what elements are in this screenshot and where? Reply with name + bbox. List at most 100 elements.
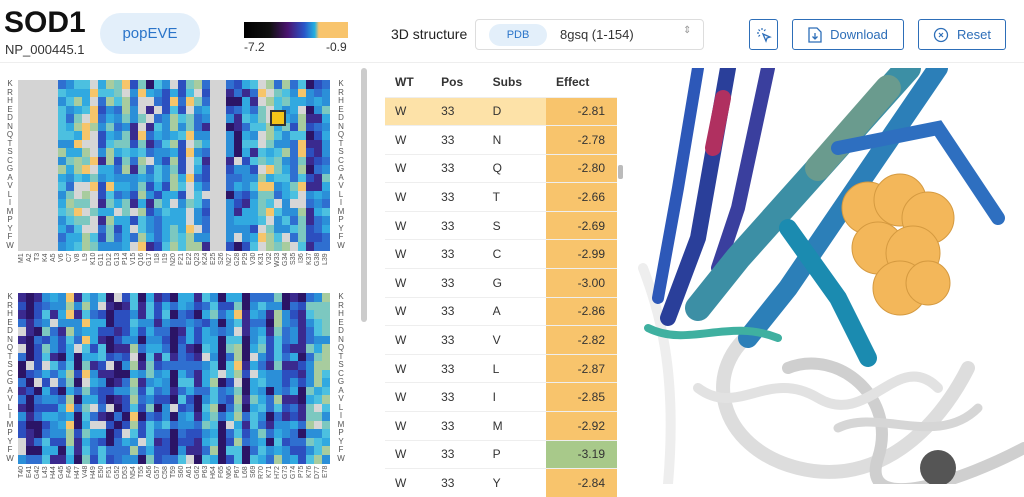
heatmap-cell[interactable]	[218, 122, 226, 132]
heatmap-cell[interactable]	[178, 318, 186, 328]
heatmap-cell[interactable]	[26, 412, 34, 421]
heatmap-cell[interactable]	[154, 233, 162, 242]
heatmap-cell[interactable]	[58, 105, 66, 115]
heatmap-cell[interactable]	[42, 182, 50, 191]
heatmap-cell[interactable]	[50, 293, 58, 302]
heatmap-cell[interactable]	[66, 114, 74, 123]
col-effect[interactable]: Effect	[556, 75, 590, 90]
heatmap-cell[interactable]	[274, 386, 282, 396]
heatmap-cell[interactable]	[290, 165, 298, 174]
heatmap-cell[interactable]	[98, 327, 106, 336]
heatmap-cell[interactable]	[138, 420, 146, 430]
heatmap-cell[interactable]	[82, 207, 90, 217]
heatmap-cell[interactable]	[290, 378, 298, 387]
heatmap-cell[interactable]	[218, 318, 226, 328]
heatmap-cell[interactable]	[298, 165, 306, 174]
heatmap-cell[interactable]	[58, 395, 66, 404]
heatmap-cell[interactable]	[226, 156, 234, 166]
heatmap-cell[interactable]	[74, 122, 82, 132]
heatmap-cell[interactable]	[18, 420, 26, 430]
heatmap-cell[interactable]	[322, 318, 330, 328]
heatmap-cell[interactable]	[26, 199, 34, 208]
heatmap-cell[interactable]	[210, 148, 218, 157]
heatmap-cell[interactable]	[18, 301, 26, 311]
heatmap-cell[interactable]	[74, 327, 82, 336]
heatmap-cell[interactable]	[274, 327, 282, 336]
heatmap-cell[interactable]	[66, 327, 74, 336]
heatmap-cell[interactable]	[130, 386, 138, 396]
heatmap-cell[interactable]	[26, 207, 34, 217]
heatmap-cell[interactable]	[226, 114, 234, 123]
heatmap-cell[interactable]	[202, 216, 210, 225]
heatmap-cell[interactable]	[106, 199, 114, 208]
heatmap-cell[interactable]	[290, 224, 298, 234]
heatmap-cell[interactable]	[226, 148, 234, 157]
heatmap-cell[interactable]	[298, 199, 306, 208]
heatmap-cell[interactable]	[34, 293, 42, 302]
heatmap-cell[interactable]	[170, 454, 178, 464]
heatmap-cell[interactable]	[202, 395, 210, 404]
heatmap-cell[interactable]	[106, 352, 114, 362]
heatmap-cell[interactable]	[266, 114, 274, 123]
heatmap-cell[interactable]	[106, 233, 114, 242]
heatmap-cell[interactable]	[218, 395, 226, 404]
heatmap-cell[interactable]	[202, 403, 210, 413]
heatmap-cell[interactable]	[74, 199, 82, 208]
heatmap-cell[interactable]	[106, 114, 114, 123]
heatmap-cell[interactable]	[258, 378, 266, 387]
heatmap-cell[interactable]	[210, 386, 218, 396]
heatmap-cell[interactable]	[218, 233, 226, 242]
heatmap-cell[interactable]	[290, 131, 298, 140]
heatmap-cell[interactable]	[34, 420, 42, 430]
heatmap-cell[interactable]	[306, 199, 314, 208]
heatmap-cell[interactable]	[258, 412, 266, 421]
heatmap-cell[interactable]	[98, 114, 106, 123]
model-badge[interactable]: popEVE	[100, 13, 200, 54]
heatmap-cell[interactable]	[322, 105, 330, 115]
heatmap-cell[interactable]	[154, 344, 162, 353]
heatmap-cell[interactable]	[234, 361, 242, 370]
heatmap-cell[interactable]	[242, 88, 250, 98]
heatmap-cell[interactable]	[90, 327, 98, 336]
heatmap-cell[interactable]	[18, 80, 26, 89]
heatmap-cell[interactable]	[202, 344, 210, 353]
heatmap-cell[interactable]	[66, 352, 74, 362]
heatmap-cell[interactable]	[170, 386, 178, 396]
heatmap-cell[interactable]	[306, 352, 314, 362]
heatmap-cell[interactable]	[242, 301, 250, 311]
heatmap-cell[interactable]	[34, 233, 42, 242]
heatmap-cell[interactable]	[26, 241, 34, 251]
heatmap-cell[interactable]	[282, 395, 290, 404]
heatmap-cell[interactable]	[58, 378, 66, 387]
heatmap-cell[interactable]	[290, 190, 298, 200]
heatmap-cell[interactable]	[18, 182, 26, 191]
heatmap-cell[interactable]	[178, 199, 186, 208]
heatmap-cell[interactable]	[170, 173, 178, 183]
heatmap-cell[interactable]	[234, 352, 242, 362]
heatmap-cell[interactable]	[162, 131, 170, 140]
heatmap-cell[interactable]	[82, 233, 90, 242]
heatmap-cell[interactable]	[18, 352, 26, 362]
heatmap-cell[interactable]	[258, 344, 266, 353]
heatmap-cell[interactable]	[186, 310, 194, 319]
heatmap-cell[interactable]	[26, 88, 34, 98]
heatmap-cell[interactable]	[122, 97, 130, 106]
heatmap-cell[interactable]	[282, 437, 290, 447]
heatmap-cell[interactable]	[50, 224, 58, 234]
heatmap-cell[interactable]	[58, 233, 66, 242]
heatmap-cell[interactable]	[42, 369, 50, 379]
heatmap-cell[interactable]	[314, 88, 322, 98]
heatmap-cell[interactable]	[202, 173, 210, 183]
heatmap-cell[interactable]	[74, 139, 82, 149]
heatmap-cell[interactable]	[258, 335, 266, 345]
heatmap-cell[interactable]	[82, 378, 90, 387]
heatmap-cell[interactable]	[250, 412, 258, 421]
heatmap-cell[interactable]	[154, 310, 162, 319]
col-pos[interactable]: Pos	[441, 75, 464, 90]
heatmap-cell[interactable]	[290, 420, 298, 430]
heatmap-cell[interactable]	[130, 156, 138, 166]
heatmap-cell[interactable]	[266, 156, 274, 166]
heatmap-cell[interactable]	[250, 182, 258, 191]
heatmap-cell[interactable]	[322, 310, 330, 319]
heatmap-cell[interactable]	[210, 361, 218, 370]
